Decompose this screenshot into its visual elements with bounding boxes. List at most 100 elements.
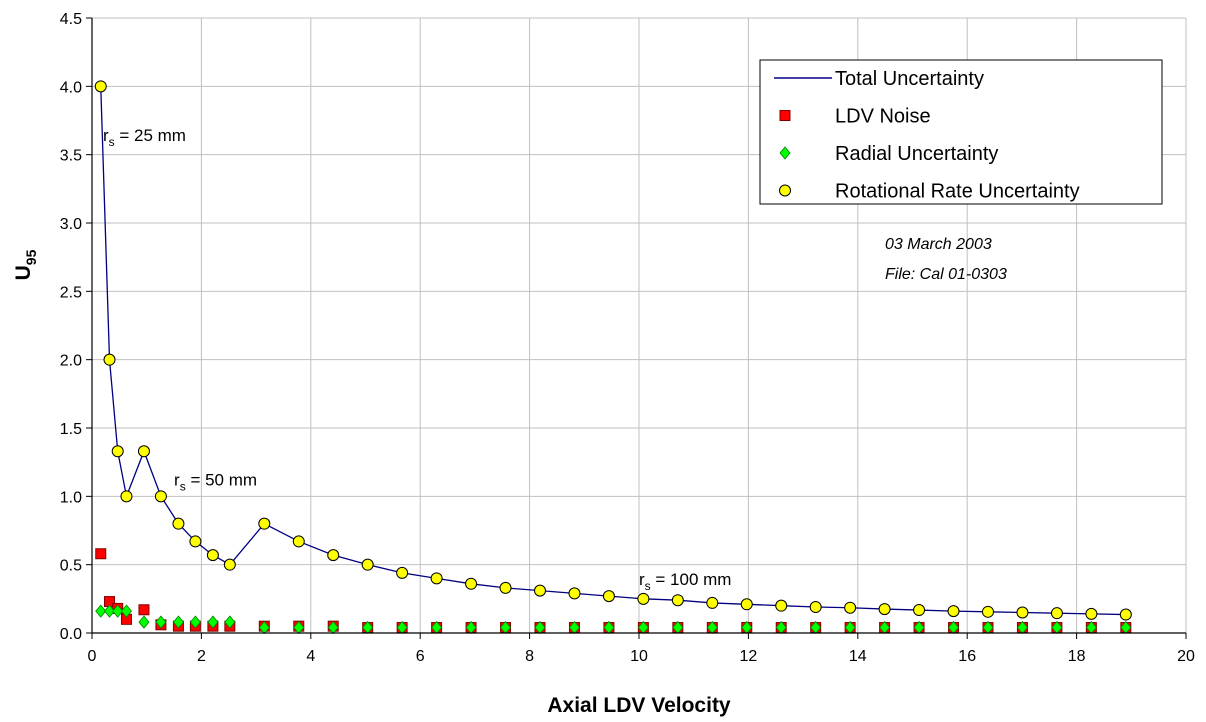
x-tick-label: 20: [1177, 648, 1195, 665]
data-point: [706, 596, 719, 609]
data-point: [602, 590, 615, 603]
data-point: [1016, 606, 1029, 619]
data-point: [103, 353, 116, 366]
annotation-main: r: [639, 570, 645, 589]
annotation-rest: = 25 mm: [115, 126, 186, 145]
annotation-label: rs = 100 mm: [639, 570, 731, 593]
legend-swatch: [779, 146, 791, 160]
y-tick-label: 4.5: [60, 11, 82, 28]
data-point: [138, 604, 150, 616]
y-tick-label: 3.5: [60, 148, 82, 165]
data-point: [103, 604, 116, 618]
legend-label: Total Uncertainty: [835, 68, 984, 90]
series-layer: [94, 80, 1132, 635]
data-point: [361, 558, 374, 571]
x-tick-label: 0: [88, 648, 97, 665]
data-point: [913, 604, 926, 617]
data-point: [120, 604, 132, 618]
legend-item: Rotational Rate Uncertainty: [779, 181, 1080, 203]
annotation-sub: s: [645, 579, 651, 593]
x-axis-title: Axial LDV Velocity: [547, 694, 731, 717]
x-tick-label: 6: [416, 648, 425, 665]
y-axis-title-sub: 95: [23, 249, 39, 265]
y-tick-labels: 0.0 0.5 1.0 1.5 2.0 2.5 3.0 3.5 4.0 4.5: [60, 11, 82, 643]
data-point: [172, 517, 185, 530]
info-date: 03 March 2003: [885, 236, 992, 253]
annotation-rest: = 50 mm: [186, 470, 257, 489]
data-point: [430, 572, 443, 585]
series-radial-uncertainty: [95, 604, 1132, 635]
data-point: [120, 490, 133, 503]
data-point: [258, 517, 271, 530]
legend: Total Uncertainty LDV Noise Radial Uncerta…: [759, 59, 1163, 205]
x-tick-label: 10: [630, 648, 648, 665]
data-point: [207, 615, 219, 629]
data-point: [224, 615, 236, 629]
data-point: [775, 599, 788, 612]
legend-swatch: [779, 110, 791, 121]
data-point: [844, 601, 857, 614]
data-point: [206, 549, 219, 562]
y-tick-label: 0.5: [60, 558, 82, 575]
data-point: [292, 535, 305, 548]
data-point: [155, 615, 167, 629]
annotation-label: rs = 25 mm: [103, 126, 186, 149]
data-point: [637, 592, 650, 605]
y-tick-label: 2.0: [60, 353, 82, 370]
data-point: [223, 558, 236, 571]
legend-label: Radial Uncertainty: [835, 143, 998, 165]
x-tick-label: 2: [197, 648, 206, 665]
legend-swatch: [779, 184, 791, 197]
x-tick-label: 18: [1068, 648, 1086, 665]
data-point: [112, 604, 124, 618]
data-point: [878, 603, 891, 616]
legend-item: Radial Uncertainty: [779, 143, 998, 165]
data-point: [947, 605, 960, 618]
data-point: [95, 548, 107, 560]
data-point: [94, 80, 107, 93]
y-axis-title: U95: [12, 249, 39, 280]
x-tick-label: 12: [740, 648, 758, 665]
data-point: [138, 615, 150, 629]
y-tick-label: 1.5: [60, 421, 82, 438]
data-point: [533, 584, 546, 597]
legend-box: [759, 59, 1163, 205]
x-tick-label: 4: [306, 648, 315, 665]
data-point: [499, 581, 512, 594]
data-point: [1085, 607, 1098, 620]
legend-item: LDV Noise: [779, 106, 931, 128]
x-tick-label: 16: [958, 648, 976, 665]
data-point: [1050, 607, 1063, 620]
y-tick-label: 2.5: [60, 284, 82, 301]
legend-label: Rotational Rate Uncertainty: [835, 181, 1080, 203]
data-point: [327, 549, 340, 562]
data-point: [568, 587, 581, 600]
data-point: [95, 604, 107, 618]
annotation-main: r: [174, 470, 180, 489]
data-point: [396, 566, 409, 579]
series-rotational-rate-uncertainty: [94, 80, 1132, 621]
x-tick-labels: 0 2 4 6 8 10 12 14 16 18 20: [88, 648, 1195, 665]
data-point: [740, 598, 753, 611]
y-tick-label: 4.0: [60, 79, 82, 96]
annotation-label: rs = 50 mm: [174, 470, 257, 493]
data-point: [111, 445, 124, 458]
data-point: [189, 535, 202, 548]
data-point: [137, 445, 150, 458]
data-point: [1119, 608, 1132, 621]
annotation-sub: s: [180, 479, 186, 493]
legend-label: LDV Noise: [835, 106, 931, 128]
annotation-rest: = 100 mm: [651, 570, 732, 589]
annotation-main: r: [103, 126, 109, 145]
data-point: [172, 615, 184, 629]
data-point: [809, 601, 822, 614]
data-point: [154, 490, 167, 503]
data-point: [981, 605, 994, 618]
x-tick-label: 8: [525, 648, 534, 665]
grid: [86, 17, 1187, 639]
info-file: File: Cal 01-0303: [885, 266, 1007, 283]
y-tick-label: 0.0: [60, 626, 82, 643]
y-tick-label: 3.0: [60, 216, 82, 233]
legend-item: Total Uncertainty: [774, 68, 984, 90]
